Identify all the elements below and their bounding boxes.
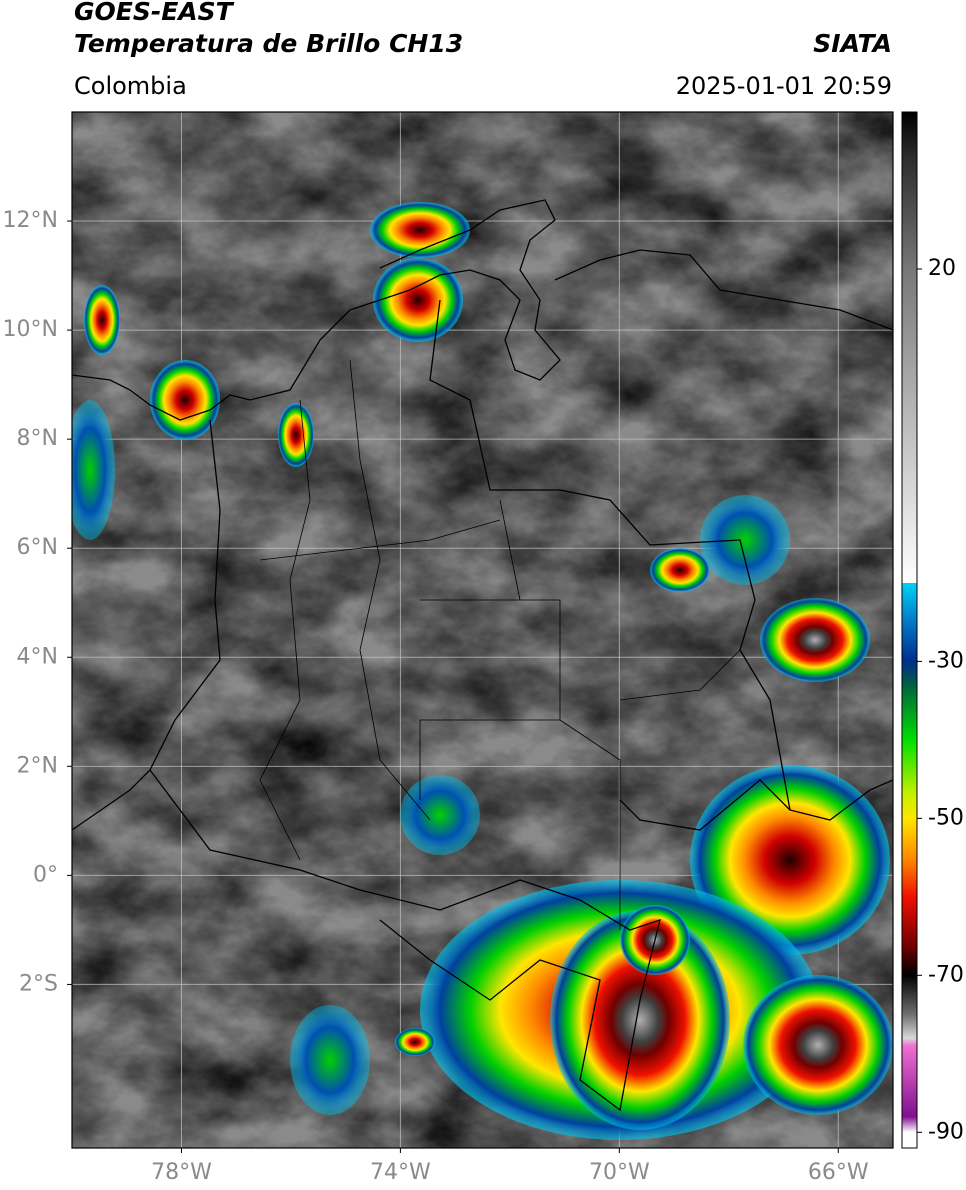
storm — [72, 400, 115, 540]
y-tick-label: 2°N — [17, 753, 58, 778]
storm — [370, 202, 470, 258]
region: Colombia — [74, 72, 187, 100]
x-tick-label: 78°W — [151, 1160, 212, 1185]
storm — [84, 285, 120, 355]
storm — [290, 1005, 370, 1115]
department-border — [259, 359, 741, 930]
y-tick-label: 10°N — [3, 317, 58, 342]
storm — [373, 258, 463, 342]
map-frame — [71, 111, 894, 1149]
datetime: 2025-01-01 20:59 — [676, 72, 892, 100]
x-tick-label: 66°W — [808, 1160, 869, 1185]
y-tick-label: 0° — [33, 862, 58, 887]
y-tick-label: 4°N — [17, 644, 58, 669]
country-border — [72, 419, 221, 831]
storm — [550, 910, 730, 1130]
storm — [760, 598, 870, 682]
colorbar-tick-label: 20 — [928, 256, 956, 281]
storm — [150, 360, 220, 440]
colorbar-tick-label: -50 — [928, 805, 964, 830]
source: SIATA — [813, 29, 892, 58]
y-tick-label: 12°N — [3, 208, 58, 233]
storm — [700, 495, 790, 585]
y-tick-label: 6°N — [17, 535, 58, 560]
subtitle: Temperatura de Brillo CH13 — [74, 29, 463, 58]
country-border — [149, 769, 661, 1112]
colorbar — [901, 111, 918, 1149]
storm — [743, 975, 893, 1115]
storm — [395, 1028, 435, 1056]
storm — [278, 403, 314, 467]
country-border — [619, 779, 791, 831]
storm — [400, 775, 480, 855]
y-tick-label: 2°S — [19, 971, 58, 996]
storm — [650, 548, 710, 592]
colorbar-tick-label: -70 — [928, 962, 964, 987]
x-tick-label: 70°W — [589, 1160, 650, 1185]
coastline — [554, 249, 893, 331]
country-border — [429, 299, 893, 821]
y-tick-label: 8°N — [17, 426, 58, 451]
title: GOES-EAST — [74, 0, 235, 26]
colorbar-tick-label: -90 — [928, 1119, 964, 1144]
coastline — [72, 199, 561, 421]
map-image — [72, 112, 893, 1148]
colorbar-tick-label: -30 — [928, 648, 964, 673]
x-tick-label: 74°W — [370, 1160, 431, 1185]
